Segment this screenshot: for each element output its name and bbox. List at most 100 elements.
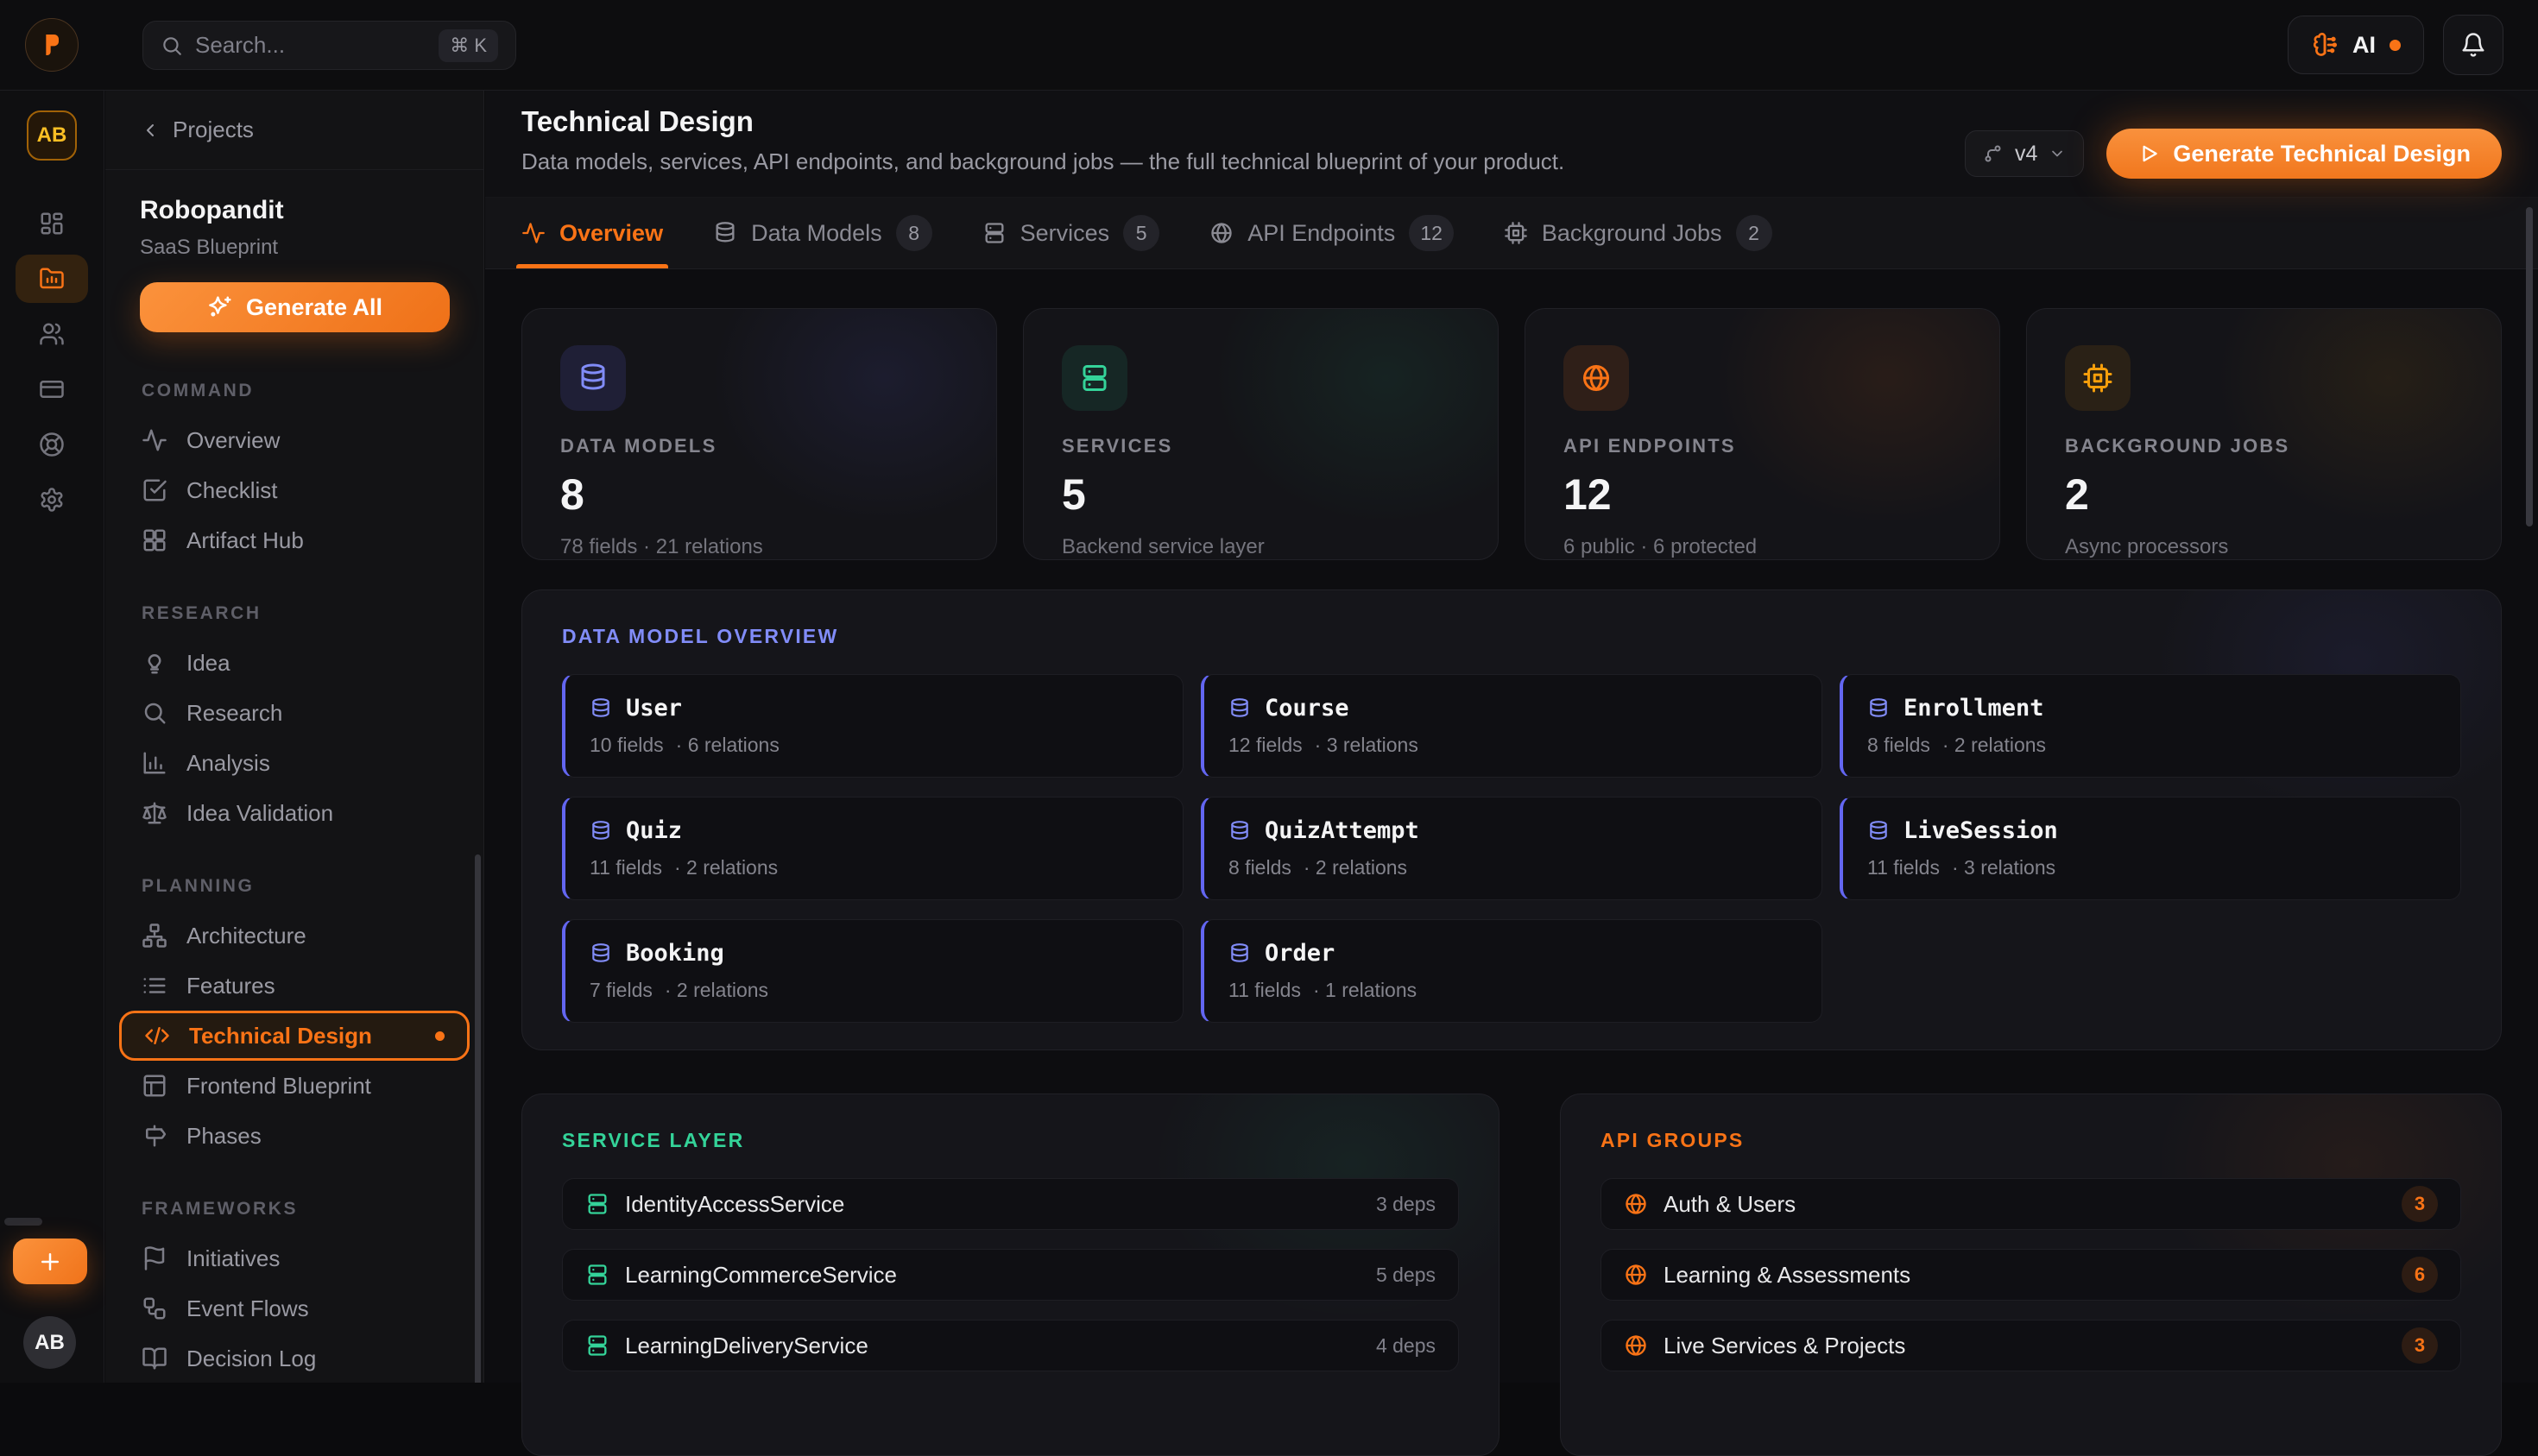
sidebar-item-label: Decision Log bbox=[186, 1345, 317, 1371]
sidebar-item-phases[interactable]: Phases bbox=[119, 1111, 470, 1161]
tab-services[interactable]: Services 5 bbox=[982, 198, 1160, 268]
model-card-user[interactable]: User 10 fields · 6 relations bbox=[562, 674, 1184, 778]
service-row-identityaccessservice[interactable]: IdentityAccessService 3 deps bbox=[562, 1178, 1459, 1230]
model-fields: 12 fields bbox=[1228, 734, 1303, 756]
sidebar-item-label: Idea bbox=[186, 649, 230, 676]
list-icon bbox=[142, 973, 167, 999]
sidebar-item-artifact-hub[interactable]: Artifact Hub bbox=[119, 515, 470, 565]
sidebar-item-checklist[interactable]: Checklist bbox=[119, 465, 470, 515]
back-to-projects-link[interactable]: Projects bbox=[105, 91, 483, 170]
sidebar-item-idea-validation[interactable]: Idea Validation bbox=[119, 788, 470, 838]
tab-overview[interactable]: Overview bbox=[515, 198, 669, 268]
bell-icon bbox=[2460, 32, 2486, 58]
sidebar-item-initiatives[interactable]: Initiatives bbox=[119, 1233, 470, 1283]
sidebar-item-idea[interactable]: Idea bbox=[119, 638, 470, 688]
chevron-down-icon bbox=[2049, 145, 2066, 162]
sidebar-item-analysis[interactable]: Analysis bbox=[119, 738, 470, 788]
service-name: LearningCommerceService bbox=[625, 1261, 898, 1288]
sidebar-item-frontend-blueprint[interactable]: Frontend Blueprint bbox=[119, 1061, 470, 1111]
model-relations: · 2 relations bbox=[664, 979, 769, 1001]
model-card-quiz[interactable]: Quiz 11 fields · 2 relations bbox=[562, 797, 1184, 900]
model-fields: 8 fields bbox=[1867, 734, 1930, 756]
service-deps: 5 deps bbox=[1375, 1263, 1436, 1286]
rail-item-folder[interactable] bbox=[16, 255, 88, 303]
model-card-livesession[interactable]: LiveSession 11 fields · 3 relations bbox=[1840, 797, 2461, 900]
tab-label: API Endpoints bbox=[1247, 219, 1396, 246]
stat-icon-box bbox=[2065, 345, 2131, 411]
rail-item-settings[interactable] bbox=[16, 476, 88, 524]
ai-status-pill[interactable]: AI bbox=[2288, 16, 2424, 74]
service-row-learningdeliveryservice[interactable]: LearningDeliveryService 4 deps bbox=[562, 1320, 1459, 1371]
sidebar-item-event-flows[interactable]: Event Flows bbox=[119, 1283, 470, 1333]
tab-label: Background Jobs bbox=[1541, 219, 1722, 246]
plus-icon bbox=[37, 1249, 63, 1275]
notifications-button[interactable] bbox=[2443, 15, 2503, 75]
sidebar-scrollbar-thumb[interactable] bbox=[475, 854, 481, 1383]
user-avatar[interactable]: AB bbox=[23, 1316, 76, 1369]
topbar-actions: AI bbox=[2288, 15, 2503, 75]
api-groups-panel: API GROUPS Auth & Users 3 Learning & Asses… bbox=[1560, 1094, 2502, 1456]
search-input[interactable] bbox=[195, 32, 427, 59]
nav-section-label: COMMAND bbox=[142, 381, 255, 400]
model-relations: · 6 relations bbox=[675, 734, 780, 756]
sidebar-item-technical-design[interactable]: Technical Design bbox=[119, 1011, 470, 1061]
back-label: Projects bbox=[173, 117, 254, 142]
sidebar-item-features[interactable]: Features bbox=[119, 961, 470, 1011]
model-meta: 10 fields · 6 relations bbox=[590, 734, 1159, 757]
rail-item-users[interactable] bbox=[16, 310, 88, 358]
stat-icon-box bbox=[1563, 345, 1629, 411]
model-name: Quiz bbox=[626, 817, 683, 844]
sidebar-item-architecture[interactable]: Architecture bbox=[119, 911, 470, 961]
tab-data-models[interactable]: Data Models 8 bbox=[713, 198, 932, 268]
sidebar-item-label: Overview bbox=[186, 426, 281, 453]
data-model-overview-panel: DATA MODEL OVERVIEW User 10 fields · 6 rel… bbox=[521, 589, 2502, 1050]
activity-icon bbox=[142, 427, 167, 453]
model-card-course[interactable]: Course 12 fields · 3 relations bbox=[1201, 674, 1822, 778]
rail-item-dashboard[interactable] bbox=[16, 199, 88, 248]
stat-card-services: SERVICES 5 Backend service layer bbox=[1023, 308, 1499, 560]
database-icon bbox=[590, 820, 612, 842]
sidebar-item-label: Checklist bbox=[186, 476, 278, 503]
api-group-row-learning-assessments[interactable]: Learning & Assessments 6 bbox=[1600, 1249, 2461, 1301]
generate-technical-design-button[interactable]: Generate Technical Design bbox=[2106, 129, 2502, 179]
version-selector[interactable]: v4 bbox=[1964, 130, 2085, 177]
rail-item-credit-card[interactable] bbox=[16, 365, 88, 413]
tab-background-jobs[interactable]: Background Jobs 2 bbox=[1504, 198, 1772, 268]
api-group-name: Learning & Assessments bbox=[1664, 1261, 1911, 1288]
api-group-row-auth-users[interactable]: Auth & Users 3 bbox=[1600, 1178, 2461, 1230]
server-icon bbox=[982, 221, 1007, 245]
model-card-enrollment[interactable]: Enrollment 8 fields · 2 relations bbox=[1840, 674, 2461, 778]
sparkles-icon bbox=[207, 294, 233, 320]
api-section-title: API GROUPS bbox=[1600, 1129, 1745, 1151]
server-icon bbox=[585, 1192, 609, 1216]
model-card-quizattempt[interactable]: QuizAttempt 8 fields · 2 relations bbox=[1201, 797, 1822, 900]
add-new-button[interactable] bbox=[13, 1239, 87, 1284]
tab-label: Services bbox=[1020, 219, 1110, 246]
header-actions: v4 Generate Technical Design bbox=[1964, 129, 2502, 179]
model-card-booking[interactable]: Booking 7 fields · 2 relations bbox=[562, 919, 1184, 1023]
rail-item-life-buoy[interactable] bbox=[16, 420, 88, 469]
scale-icon bbox=[142, 800, 167, 826]
workspace-avatar[interactable]: AB bbox=[27, 110, 77, 161]
generate-all-button[interactable]: Generate All bbox=[140, 282, 450, 332]
network-icon bbox=[142, 923, 167, 949]
database-icon bbox=[578, 362, 609, 394]
tab-api-endpoints[interactable]: API Endpoints 12 bbox=[1209, 198, 1454, 268]
rail-scrollbar-thumb[interactable] bbox=[4, 1218, 42, 1226]
api-group-row-live-services-projects[interactable]: Live Services & Projects 3 bbox=[1600, 1320, 2461, 1371]
sidebar-item-overview[interactable]: Overview bbox=[119, 415, 470, 465]
model-card-head: LiveSession bbox=[1867, 817, 2436, 844]
model-card-head: User bbox=[590, 695, 1159, 722]
service-row-learningcommerceservice[interactable]: LearningCommerceService 5 deps bbox=[562, 1249, 1459, 1301]
sidebar-item-label: Technical Design bbox=[189, 1022, 372, 1049]
git-branch-icon bbox=[1983, 143, 2004, 164]
main-scrollbar-thumb[interactable] bbox=[2526, 207, 2533, 526]
sidebar-item-decision-log[interactable]: Decision Log bbox=[119, 1333, 470, 1383]
model-fields: 7 fields bbox=[590, 979, 653, 1001]
tab-label: Overview bbox=[559, 219, 664, 246]
globe-icon bbox=[1624, 1333, 1648, 1358]
model-card-order[interactable]: Order 11 fields · 1 relations bbox=[1201, 919, 1822, 1023]
model-name: Booking bbox=[626, 940, 724, 967]
sidebar-item-research[interactable]: Research bbox=[119, 688, 470, 738]
nav-section-label: RESEARCH bbox=[142, 603, 262, 623]
